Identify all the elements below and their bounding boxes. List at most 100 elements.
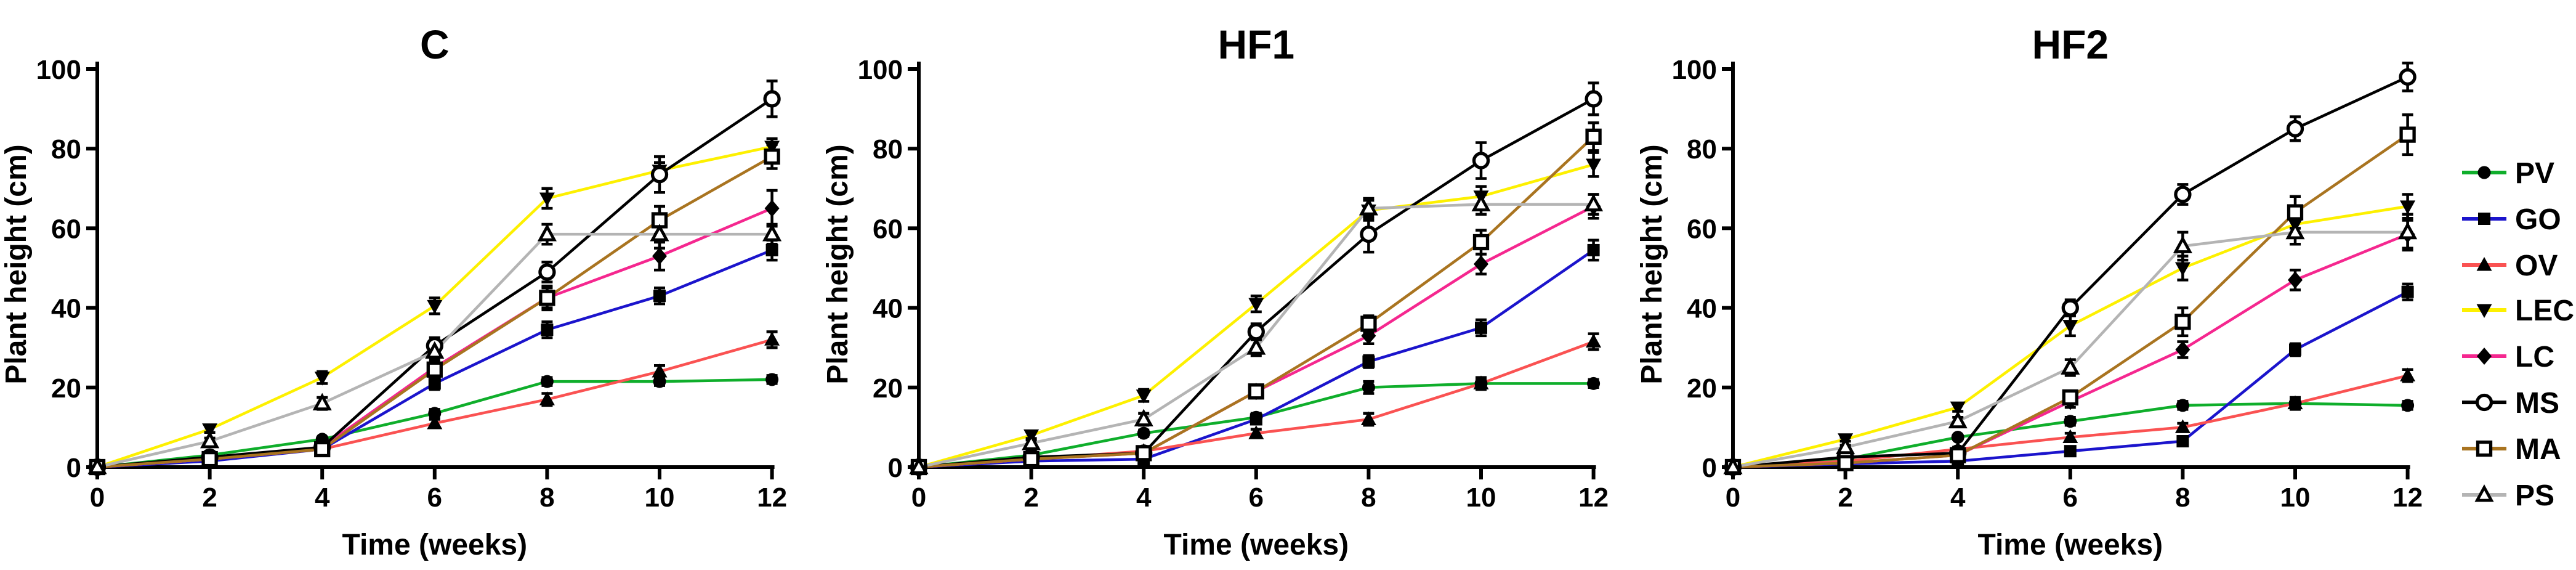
series-PS-marker [1246,337,1266,355]
legend-entry-GO: GO [2462,203,2561,236]
x-tick-label: 2 [1838,482,1852,513]
legend-marker [2476,257,2492,271]
series-GO-marker [1475,321,1487,334]
legend-label: MS [2515,387,2559,420]
x-tick-label: 8 [2175,482,2190,513]
y-tick-label: 80 [1687,134,1717,165]
series-MS-marker [1247,323,1265,341]
x-axis-label: Time (weeks) [1978,529,2163,561]
y-tick-label: 80 [873,134,903,165]
series-PS-marker [909,457,929,474]
y-tick-label: 40 [1687,294,1717,324]
panel-title: C [420,22,450,67]
series-MA-marker [1023,450,1040,468]
y-axis-label: Plant height (cm) [822,144,854,384]
series-PS-marker [2173,235,2192,253]
series-OV-line [917,340,1595,469]
series-PS-marker [1471,193,1491,212]
x-tick-label: 4 [1136,482,1152,513]
legend-label: LEC [2515,295,2574,327]
series-MS-marker [2061,299,2079,317]
series-MA-marker [1950,447,1966,463]
series-GO-marker [2289,343,2301,356]
series-PV-marker [540,375,554,388]
series-MA-marker [314,441,331,458]
series-PS-marker [2285,221,2305,240]
series-PV-marker [765,373,779,386]
y-tick-label: 20 [51,373,81,404]
legend-marker [2475,393,2493,412]
series-PV-marker [1362,381,1375,394]
series-PS-marker [425,341,445,359]
x-tick-label: 0 [1726,482,1740,513]
series-MA-marker [1472,234,1490,251]
series-OV-marker [2062,429,2078,444]
y-tick-label: 20 [873,373,903,404]
series-OV-marker [1248,425,1264,439]
series-MA-marker [2174,314,2191,330]
series-GO-marker [541,324,554,336]
series-LEC-marker [764,140,780,155]
x-tick-label: 12 [1578,482,1609,513]
legend-marker [2476,304,2492,318]
legend-label: GO [2515,203,2561,236]
x-tick-label: 4 [315,482,330,513]
x-tick-label: 2 [202,482,217,513]
x-tick-label: 12 [757,482,787,513]
y-tick-label: 0 [888,453,903,483]
y-tick-label: 100 [1672,55,1717,85]
series-MS-marker [2286,120,2304,138]
y-axis-label: Plant height (cm) [1636,144,1668,384]
series-PV-marker [2176,399,2189,412]
series-LEC-marker [2174,262,2190,276]
legend-entry-PS: PS [2462,479,2554,512]
x-axis-label: Time (weeks) [342,529,528,561]
series-GO-marker [1362,355,1375,368]
series-LEC-marker [1586,158,1602,173]
legend-entry-MA: MA [2462,433,2561,466]
y-tick-label: 100 [36,55,81,85]
series-PS-marker [2061,357,2080,375]
series-OV-marker [427,415,443,430]
y-tick-label: 0 [1702,453,1717,483]
series-LEC-marker [427,299,443,314]
series-MA-marker [1248,383,1264,400]
x-tick-label: 10 [1466,482,1496,513]
x-tick-label: 2 [1024,482,1038,513]
series-PS-marker [650,224,669,242]
series-PS-marker [1134,409,1153,426]
series-GO-marker [2064,445,2077,458]
y-tick-label: 20 [1687,373,1717,404]
series-PS-marker [200,431,220,449]
series-LC-marker [1474,255,1488,273]
series-PS-marker [1836,436,1855,455]
series-OV-marker [652,363,668,378]
series-LEC-marker [1248,298,1264,312]
series-PS-marker [1359,198,1378,216]
series-MA-marker [1360,316,1377,332]
series-GO-marker [653,290,666,303]
series-MS-marker [2174,185,2192,203]
y-tick-label: 80 [51,134,81,165]
y-tick-label: 0 [67,453,81,483]
x-tick-label: 10 [645,482,675,513]
series-GO-marker [2401,285,2414,298]
series-OV-marker [764,332,780,346]
legend-entry-OV: OV [2462,250,2558,282]
series-MS-marker [1472,152,1490,169]
series-PV-marker [653,375,666,388]
series-MA-marker [539,290,555,306]
series-PS-marker [1022,433,1041,450]
series-PV-marker [1137,426,1150,440]
legend-marker [2476,440,2493,457]
series-GO-marker [428,377,441,390]
legend-marker [2477,166,2491,179]
legend-label: PS [2515,479,2554,512]
series-OV-marker [1586,333,1602,348]
legend-label: MA [2515,433,2561,466]
series-LC-marker [2288,271,2303,289]
series-PV-marker [1951,431,1964,444]
series-MA-marker [764,148,780,165]
legend-entry-LEC: LEC [2462,295,2574,327]
